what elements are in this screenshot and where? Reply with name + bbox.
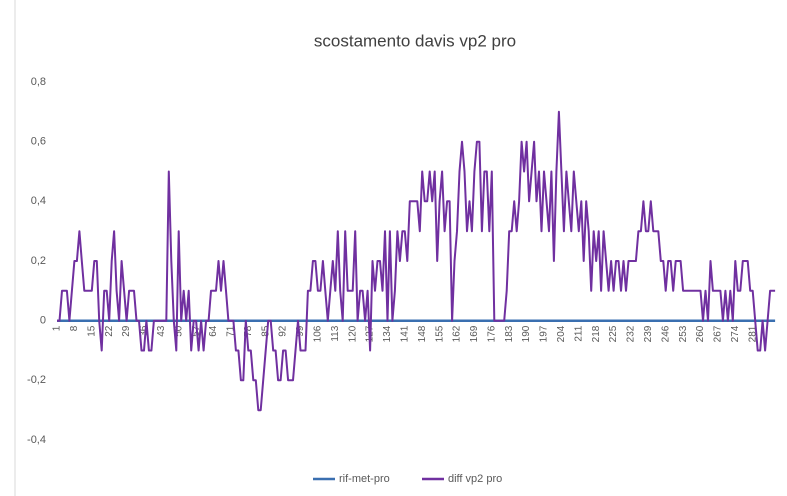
x-tick-label: 106	[313, 325, 324, 342]
x-tick-label: 162	[452, 325, 463, 342]
x-tick-label: 113	[330, 325, 341, 341]
x-tick-label: 29	[121, 325, 132, 337]
x-tick-label: 43	[156, 325, 167, 337]
y-tick-label: 0,6	[31, 136, 46, 148]
x-tick-label: 225	[608, 325, 619, 342]
x-tick-label: 169	[469, 325, 480, 342]
y-tick-label: -0,2	[27, 374, 46, 386]
x-tick-label: 85	[260, 325, 271, 337]
x-tick-label: 155	[434, 325, 445, 342]
x-tick-label: 274	[730, 325, 741, 342]
x-tick-label: 78	[243, 325, 254, 337]
x-tick-label: 134	[382, 325, 393, 342]
x-tick-label: 232	[626, 325, 637, 342]
x-tick-label: 15	[86, 325, 97, 337]
x-tick-label: 239	[643, 325, 654, 342]
x-tick-label: 148	[417, 325, 428, 342]
x-tick-label: 36	[139, 325, 150, 337]
x-tick-label: 22	[104, 325, 115, 337]
x-tick-label: 183	[504, 325, 515, 342]
x-tick-label: 197	[539, 325, 550, 342]
chart-title: scostamento davis vp2 pro	[314, 31, 516, 50]
x-tick-label: 176	[486, 325, 497, 342]
x-tick-label: 267	[713, 325, 724, 342]
x-tick-label: 99	[295, 325, 306, 337]
y-tick-label: 0,8	[31, 76, 46, 88]
x-tick-label: 218	[591, 325, 602, 342]
x-tick-label: 71	[226, 325, 237, 337]
x-tick-label: 141	[399, 325, 410, 342]
x-tick-label: 204	[556, 325, 567, 342]
y-tick-label: -0,4	[27, 434, 46, 446]
x-tick-label: 64	[208, 325, 219, 337]
x-tick-label: 246	[660, 325, 671, 342]
legend-label: diff vp2 pro	[448, 473, 502, 485]
x-tick-label: 50	[173, 325, 184, 337]
y-tick-label: 0,4	[31, 195, 46, 207]
y-tick-label: 0,2	[31, 255, 46, 267]
y-tick-label: 0	[40, 315, 46, 327]
x-tick-label: 120	[347, 325, 358, 342]
x-tick-label: 211	[573, 325, 584, 341]
x-tick-label: 190	[521, 325, 532, 342]
x-tick-label: 1	[52, 325, 63, 331]
x-tick-label: 92	[278, 325, 289, 337]
x-tick-label: 260	[695, 325, 706, 342]
x-tick-label: 8	[69, 325, 80, 331]
legend-label: rif-met-pro	[339, 473, 390, 485]
x-tick-label: 253	[678, 325, 689, 342]
x-tick-label: 281	[747, 325, 758, 342]
series-line	[57, 110, 776, 412]
